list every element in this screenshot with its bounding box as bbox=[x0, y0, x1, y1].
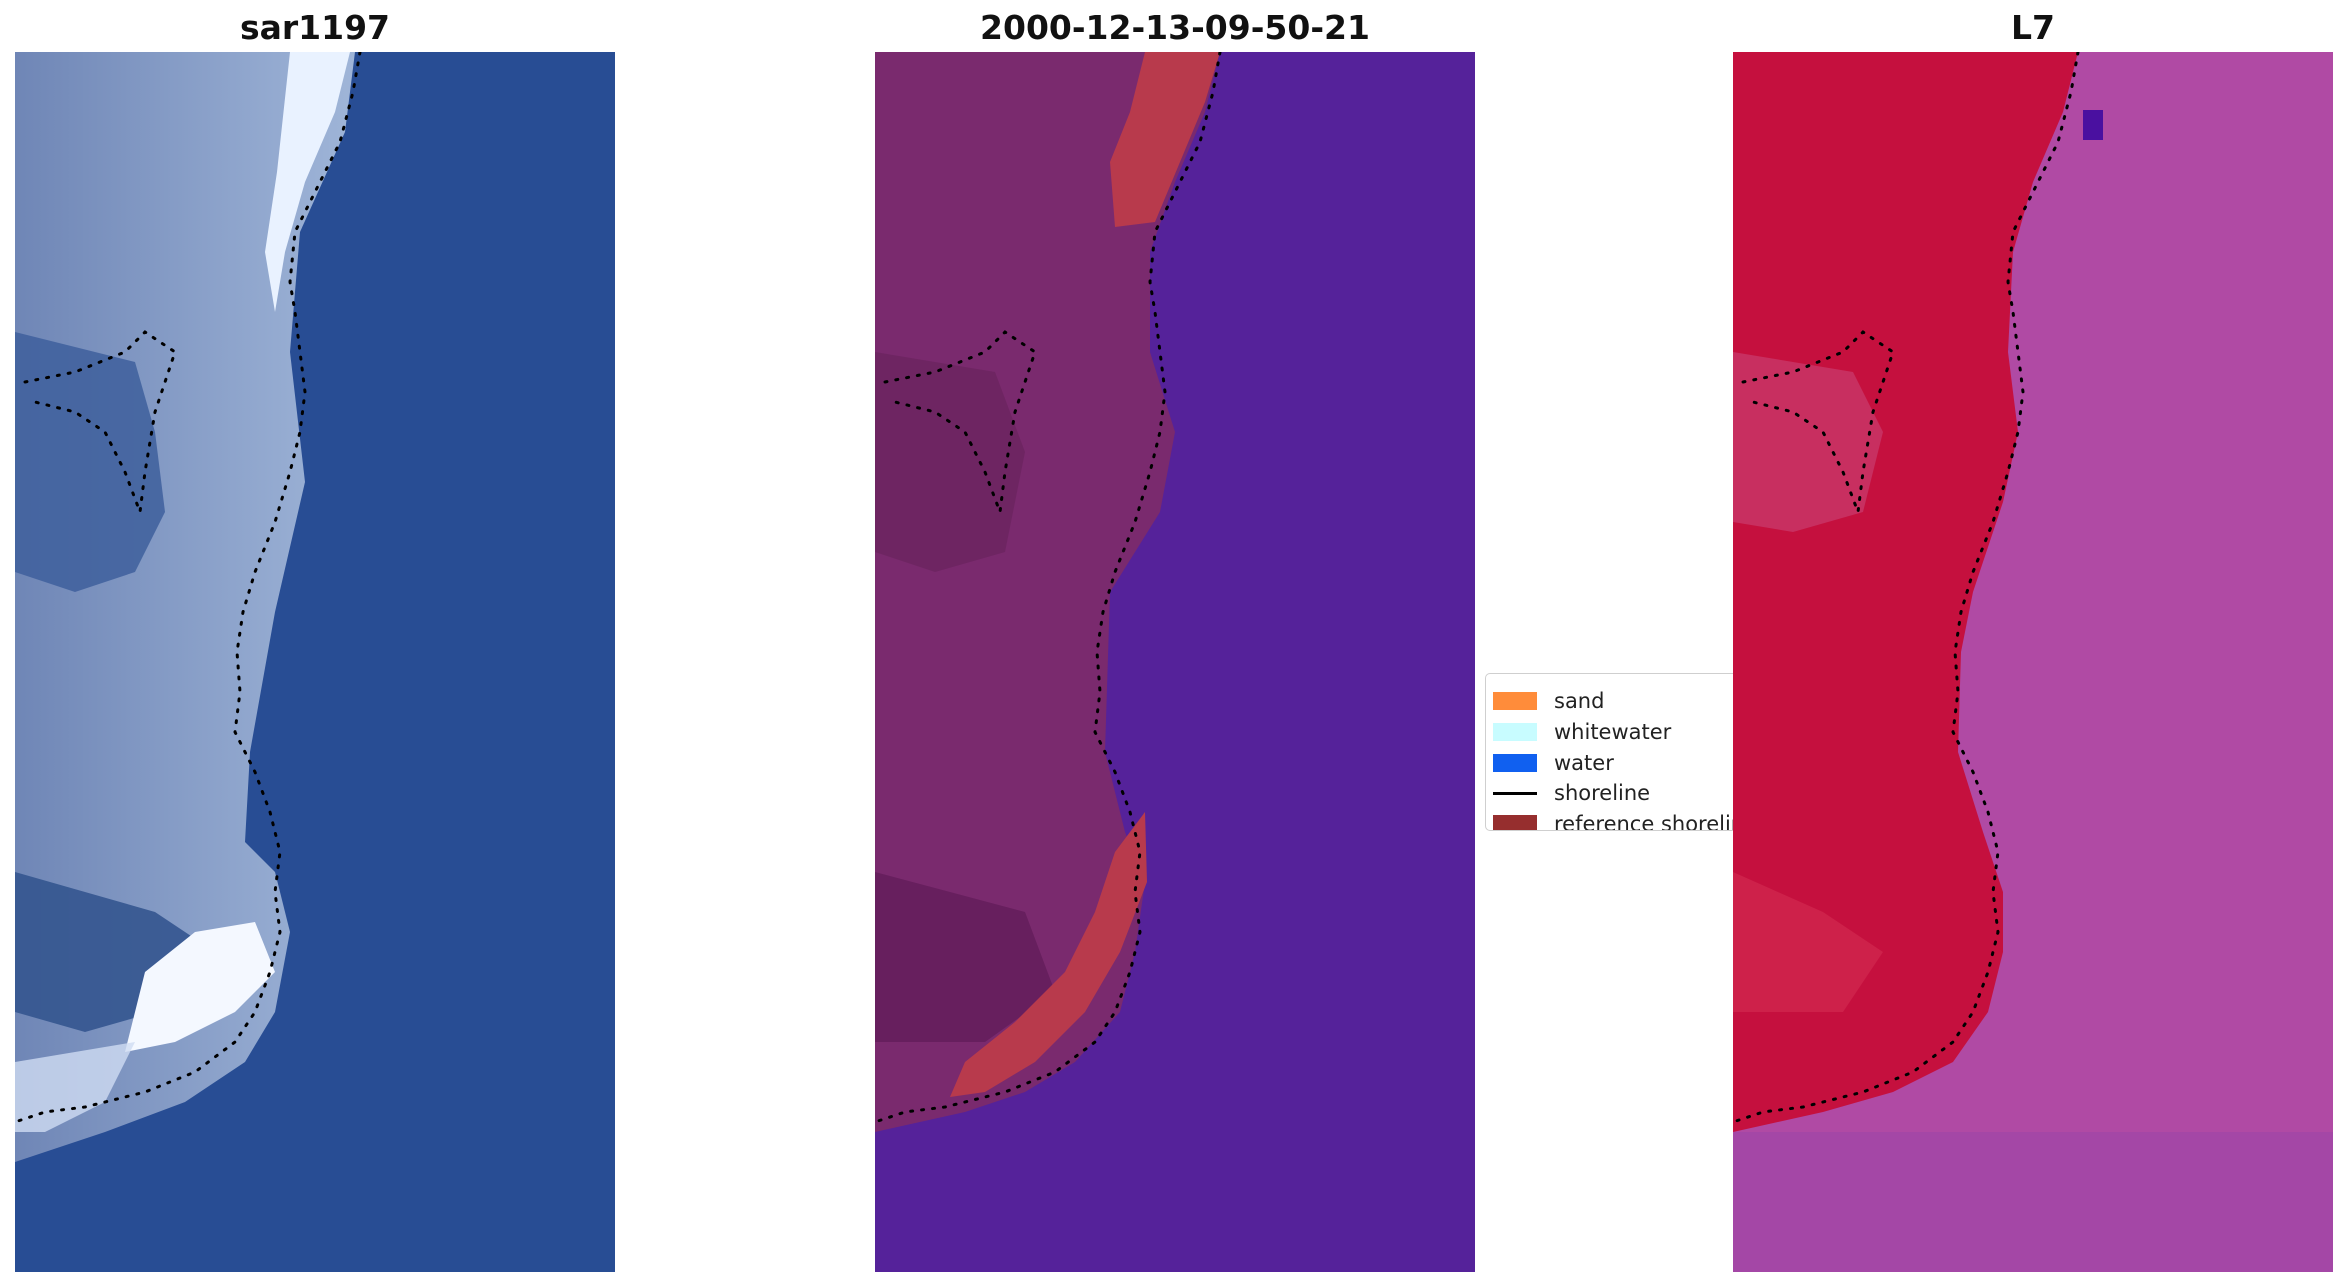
legend-label-reference-shoreline: reference shoreline bbox=[1554, 812, 1745, 831]
water-swatch bbox=[1493, 754, 1537, 772]
sand-swatch bbox=[1493, 692, 1537, 710]
legend-item-reference-shoreline: reference shoreline bbox=[1486, 809, 1745, 831]
legend-label-shoreline: shoreline bbox=[1554, 781, 1651, 805]
legend-item-water: water bbox=[1486, 748, 1614, 778]
legend-label-whitewater: whitewater bbox=[1554, 720, 1672, 744]
legend-item-whitewater: whitewater bbox=[1486, 717, 1671, 747]
panel-title-l7: L7 bbox=[2011, 8, 2055, 47]
panel-title-rgb: sar1197 bbox=[239, 8, 391, 47]
legend-item-sand: sand bbox=[1486, 686, 1604, 716]
shoreline-line-swatch bbox=[1493, 791, 1537, 795]
legend-label-water: water bbox=[1554, 751, 1614, 775]
reference-shoreline-swatch bbox=[1493, 815, 1537, 830]
legend-label-sand: sand bbox=[1554, 689, 1605, 713]
whitewater-swatch bbox=[1493, 723, 1537, 741]
rgb-image bbox=[15, 52, 615, 1272]
panel-title-classified: 2000-12-13-09-50-21 bbox=[980, 8, 1370, 47]
legend: sand whitewater water shoreline referenc… bbox=[1485, 673, 1745, 831]
legend-item-shoreline: shoreline bbox=[1486, 778, 1650, 808]
index-image bbox=[1733, 52, 2333, 1272]
classified-image bbox=[875, 52, 1475, 1272]
